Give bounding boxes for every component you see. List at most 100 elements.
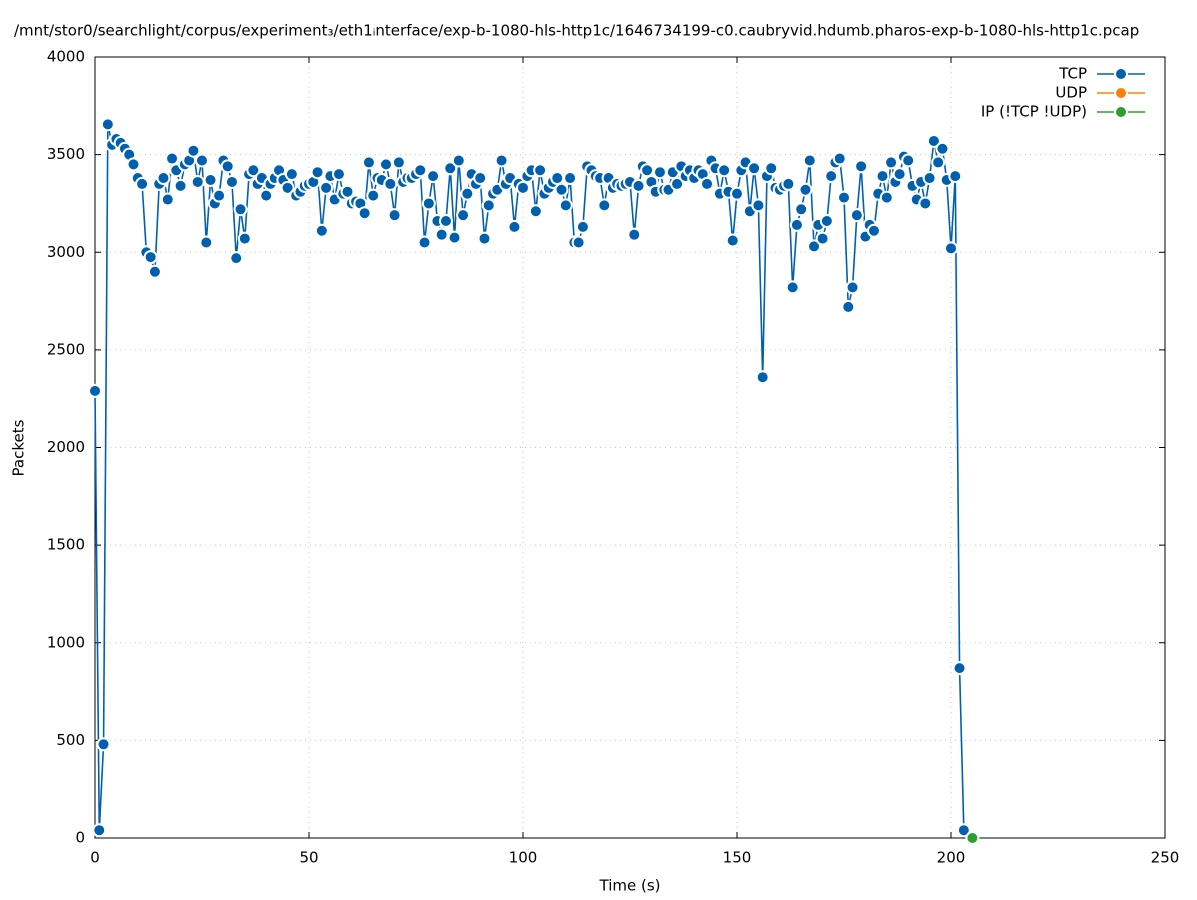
y-tick-label: 3500 [47, 145, 85, 163]
data-point [199, 235, 214, 250]
data-point [807, 239, 822, 254]
data-point [528, 204, 543, 219]
y-tick-label: 4000 [47, 48, 85, 66]
data-point [948, 169, 963, 184]
y-tick-label: 500 [56, 731, 85, 749]
y-tick-label: 2500 [47, 340, 85, 358]
data-point [725, 233, 740, 248]
data-point [481, 198, 496, 213]
data-point [383, 176, 398, 191]
data-point [849, 208, 864, 223]
data-point [379, 157, 394, 172]
data-point [220, 159, 235, 174]
x-tick-label: 150 [723, 849, 752, 867]
y-tick-label: 1000 [47, 633, 85, 651]
data-point [652, 165, 667, 180]
data-point [447, 230, 462, 245]
data-point [837, 190, 851, 205]
data-point [280, 180, 295, 195]
data-point [789, 217, 804, 232]
data-point [92, 823, 107, 838]
data-point [824, 169, 839, 184]
data-point [203, 173, 218, 188]
data-point [438, 214, 453, 229]
data-point [314, 223, 329, 238]
data-point [361, 155, 376, 170]
data-point [700, 176, 715, 191]
legend-label: UDP [1055, 84, 1087, 102]
data-point [319, 180, 334, 195]
data-point [156, 171, 171, 186]
x-tick-label: 0 [90, 849, 100, 867]
data-point [802, 153, 817, 168]
data-point [785, 280, 800, 295]
data-point [627, 227, 642, 242]
data-point [229, 251, 244, 266]
data-point [331, 167, 346, 182]
data-point [631, 178, 646, 193]
legend-label: TCP [1058, 65, 1087, 83]
data-point [554, 182, 569, 197]
data-point [794, 202, 809, 217]
data-point [391, 155, 406, 170]
data-point [516, 180, 530, 195]
data-point [875, 169, 890, 184]
data-point [88, 383, 102, 398]
legend-label: IP (!TCP !UDP) [981, 103, 1087, 121]
x-tick-label: 200 [937, 849, 966, 867]
data-point [819, 214, 834, 229]
x-tick-label: 250 [1151, 849, 1180, 867]
data-point [730, 186, 744, 201]
data-point [901, 153, 916, 168]
data-point [456, 208, 471, 223]
data-point [473, 171, 488, 186]
data-point [417, 235, 432, 250]
data-point [366, 188, 381, 203]
data-point [246, 163, 261, 178]
data-point [563, 171, 578, 186]
data-point [815, 231, 830, 246]
y-tick-label: 2000 [47, 438, 85, 456]
data-point [845, 280, 860, 295]
data-point [212, 188, 227, 203]
data-point [413, 163, 428, 178]
data-point [143, 250, 158, 265]
data-point [944, 241, 958, 256]
data-point [237, 231, 252, 246]
data-point [764, 161, 779, 176]
data-point [798, 182, 813, 197]
data-point [310, 165, 325, 180]
data-point [147, 264, 162, 279]
y-tick-label: 3000 [47, 243, 85, 261]
data-point [126, 157, 141, 172]
data-point [233, 202, 248, 217]
data-point [186, 143, 201, 158]
data-point [931, 155, 946, 170]
legend-marker [1114, 67, 1128, 81]
legend-marker [1114, 86, 1128, 100]
data-point [866, 223, 881, 238]
data-point [717, 163, 732, 178]
y-axis-label: Packets [10, 419, 28, 476]
data-point [965, 831, 980, 845]
data-point [421, 196, 436, 211]
data-point [879, 190, 894, 205]
data-point [747, 161, 762, 176]
data-point [460, 186, 475, 201]
data-point [550, 171, 565, 186]
data-point [494, 153, 509, 168]
data-point [443, 161, 458, 176]
data-point [507, 219, 522, 234]
data-point [96, 737, 111, 752]
data-point [533, 163, 548, 178]
data-point [841, 299, 856, 314]
data-point [173, 178, 188, 193]
data-point [670, 176, 685, 191]
data-point [160, 192, 175, 207]
data-point [755, 370, 770, 385]
data-point [224, 174, 239, 189]
legend-marker [1114, 105, 1128, 119]
data-point [952, 661, 967, 676]
data-point [571, 235, 586, 250]
